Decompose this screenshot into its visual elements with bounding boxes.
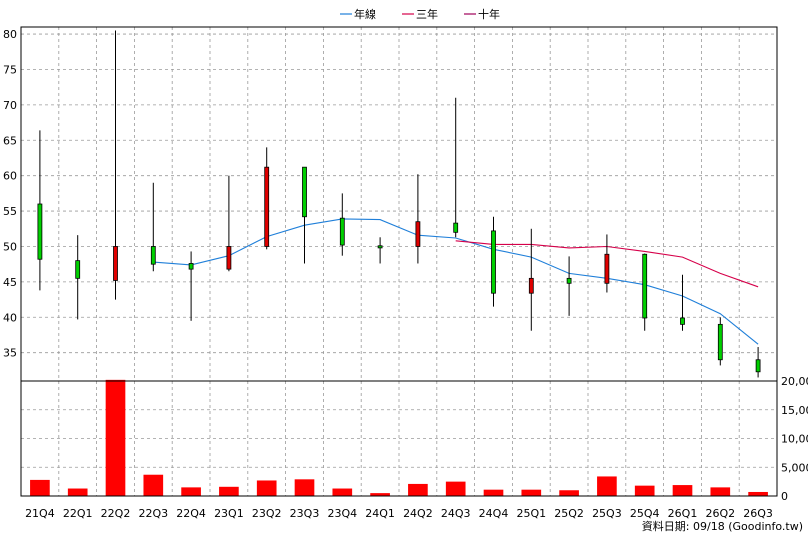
- volume-bar: [408, 483, 428, 496]
- x-tick-label: 22Q3: [138, 507, 168, 520]
- chart-legend: 年線 三年 十年: [340, 7, 500, 21]
- x-tick-label: 25Q3: [592, 507, 622, 520]
- legend-label: 十年: [478, 7, 500, 21]
- volume-bar: [256, 480, 277, 496]
- x-tick-label: 23Q2: [252, 507, 282, 520]
- plot-frames: [20, 26, 778, 497]
- volume-bar: [483, 489, 504, 496]
- legend-label: 三年: [416, 7, 438, 21]
- volume-bar: [143, 474, 164, 496]
- volume-bar: [597, 476, 617, 496]
- volume-bar: [634, 485, 655, 496]
- candle-body: [302, 166, 307, 218]
- volume-grid: [21, 380, 777, 496]
- price-tick-label: 45: [3, 276, 17, 289]
- x-tick-label: 23Q4: [327, 507, 357, 520]
- price-tick-label: 60: [3, 170, 17, 183]
- volume-bar: [105, 379, 126, 496]
- volume-bar: [181, 487, 201, 496]
- volume-bar: [294, 479, 315, 496]
- candle-body: [264, 166, 270, 247]
- volume-bar: [748, 491, 768, 496]
- x-tick-label: 21Q4: [25, 507, 55, 520]
- x-tick-label: 25Q1: [516, 507, 546, 520]
- candle-body: [188, 263, 194, 270]
- candle-body: [37, 203, 43, 260]
- legend-label: 年線: [354, 7, 376, 21]
- x-tick-label: 26Q1: [668, 507, 698, 520]
- x-tick-label: 24Q2: [403, 507, 433, 520]
- candle-body: [377, 245, 383, 249]
- price-tick-label: 50: [3, 240, 17, 253]
- x-tick-label: 24Q1: [365, 507, 395, 520]
- x-tick-label: 24Q4: [479, 507, 509, 520]
- candle-body: [453, 222, 459, 233]
- candle-body: [491, 230, 496, 294]
- x-tick-label: 26Q2: [705, 507, 735, 520]
- x-tick-label: 22Q2: [101, 507, 131, 520]
- volume-bar: [30, 479, 50, 496]
- volume-tick-label: 0: [781, 490, 788, 503]
- candle-body: [717, 323, 723, 361]
- candlesticks: [37, 30, 761, 378]
- price-grid: [21, 27, 777, 381]
- x-tick-label: 24Q3: [441, 507, 471, 520]
- candle-body: [113, 246, 118, 281]
- volume-bar: [370, 493, 390, 496]
- price-tick-label: 80: [3, 28, 17, 41]
- volume-bar: [219, 486, 239, 496]
- volume-bar: [445, 481, 466, 496]
- volume-tick-label: 20,000: [781, 375, 808, 388]
- volume-tick-label: 5,000: [781, 461, 808, 474]
- price-axis-ticks: 35 40 45 50 55 60 65 70 75 80: [3, 28, 17, 360]
- volume-bar: [521, 489, 542, 496]
- x-tick-label: 26Q3: [743, 507, 773, 520]
- ma-line: [153, 218, 759, 345]
- x-axis-ticks: 21Q4 22Q1 22Q2 22Q3 22Q4 23Q1 23Q2 23Q3 23Q4 24Q1…: [25, 507, 773, 520]
- candle-body: [755, 359, 761, 373]
- x-tick-label: 23Q1: [214, 507, 244, 520]
- volume-bar: [672, 485, 693, 496]
- price-tick-label: 75: [3, 63, 17, 76]
- candle-body: [604, 253, 610, 284]
- x-tick-label: 25Q2: [554, 507, 584, 520]
- candle-body: [226, 246, 232, 270]
- price-tick-label: 65: [3, 134, 17, 147]
- candle-body: [642, 253, 648, 319]
- volume-bar: [559, 490, 579, 496]
- volume-tick-label: 15,000: [781, 404, 808, 417]
- volume-frame: [20, 380, 778, 497]
- candle-body: [415, 221, 421, 247]
- x-tick-label: 25Q4: [630, 507, 660, 520]
- footer-source: 資料日期: 09/18 (Goodinfo.tw): [642, 519, 803, 533]
- candle-body: [566, 277, 572, 284]
- volume-bar: [67, 488, 88, 496]
- price-tick-label: 35: [3, 347, 17, 360]
- candle-body: [680, 317, 685, 325]
- volume-tick-label: 10,000: [781, 433, 808, 446]
- price-tick-label: 70: [3, 99, 17, 112]
- candle-body: [75, 260, 81, 279]
- price-tick-label: 55: [3, 205, 17, 218]
- volume-axis-ticks: 0 5,000 10,000 15,000 20,000: [781, 375, 808, 503]
- candle-body: [150, 246, 156, 265]
- volume-bar: [332, 488, 353, 496]
- x-tick-label: 23Q3: [290, 507, 320, 520]
- candle-body: [528, 277, 534, 294]
- volume-bar: [710, 487, 731, 496]
- x-tick-label: 22Q4: [176, 507, 206, 520]
- price-tick-label: 40: [3, 311, 17, 324]
- candle-body: [339, 217, 345, 246]
- volume-bars: [30, 379, 768, 496]
- x-tick-label: 22Q1: [63, 507, 93, 520]
